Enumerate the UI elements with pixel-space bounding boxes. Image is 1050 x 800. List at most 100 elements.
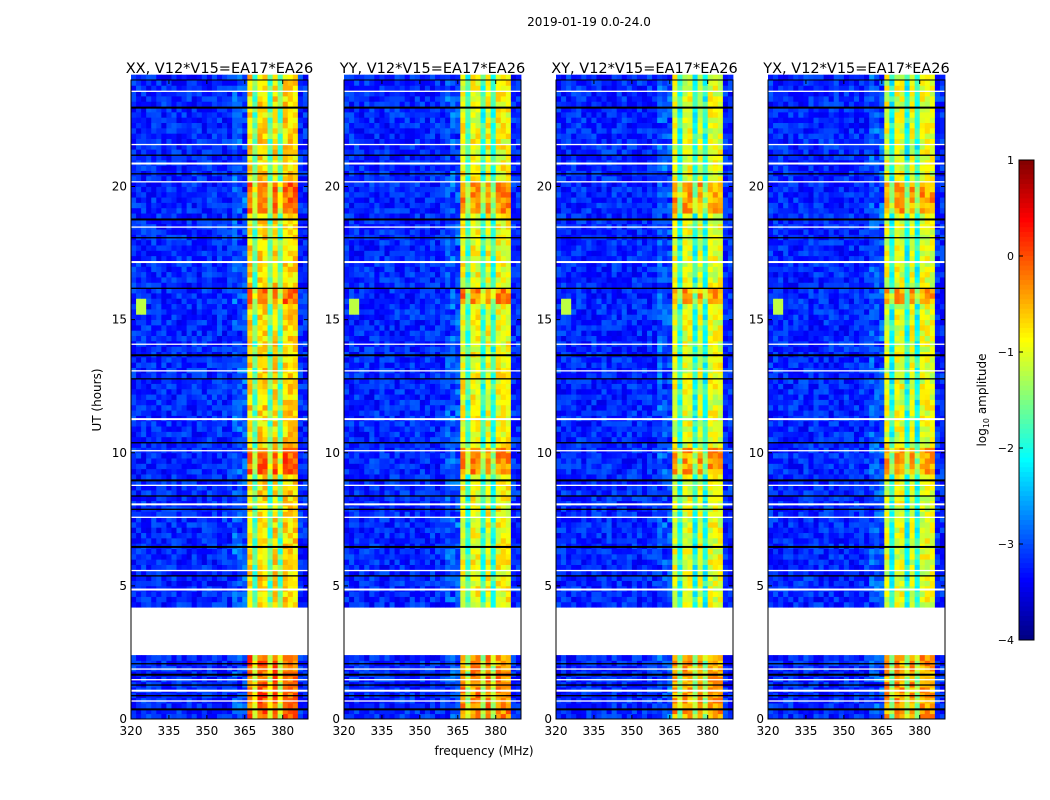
- heatmap-cell: [136, 85, 142, 92]
- heatmap-cell: [429, 703, 436, 709]
- heatmap-cell: [414, 553, 421, 560]
- heatmap-cell: [252, 527, 258, 534]
- heatmap-cell: [206, 601, 213, 608]
- heatmap-cell: [277, 404, 284, 411]
- heatmap-cell: [176, 154, 182, 161]
- heatmap-cell: [216, 708, 223, 715]
- heatmap-cell: [196, 319, 203, 326]
- heatmap-cell: [292, 713, 299, 720]
- heatmap-cell: [136, 516, 142, 523]
- heatmap-cell: [252, 90, 258, 97]
- heatmap-cell: [267, 202, 273, 209]
- heatmap-cell: [297, 548, 304, 555]
- heatmap-cell: [282, 532, 289, 539]
- heatmap-cell: [272, 127, 279, 134]
- heatmap-cell: [272, 484, 279, 491]
- heatmap-cell: [257, 335, 263, 342]
- heatmap-cell: [166, 314, 172, 321]
- plot-frame: [130, 79, 309, 720]
- heatmap-cell: [354, 708, 360, 715]
- heatmap-cell: [136, 404, 142, 411]
- heatmap-cell: [302, 149, 309, 155]
- heatmap-cell: [277, 106, 284, 113]
- heatmap-cell: [257, 250, 263, 257]
- heatmap-cell: [242, 74, 248, 81]
- heatmap-cell: [515, 580, 522, 587]
- heatmap-cell: [141, 356, 147, 363]
- heatmap-cell: [156, 436, 162, 443]
- heatmap-cell: [171, 521, 177, 528]
- heatmap-cell: [237, 537, 243, 544]
- heatmap-cell: [297, 410, 304, 416]
- heatmap-cell: [389, 575, 395, 581]
- flag-line: [131, 287, 308, 289]
- heatmap-cell: [176, 404, 182, 411]
- heatmap-cell: [277, 452, 284, 459]
- heatmap-cell: [227, 218, 233, 225]
- heatmap-cell: [440, 655, 446, 661]
- heatmap-cell: [302, 85, 309, 92]
- heatmap-cell: [272, 703, 279, 709]
- heatmap-cell: [136, 490, 142, 496]
- heatmap-cell: [282, 399, 289, 406]
- heatmap-cell: [257, 575, 263, 581]
- heatmap-cell: [166, 207, 172, 214]
- heatmap-cell: [181, 452, 188, 459]
- heatmap-cell: [151, 266, 157, 273]
- heatmap-cell: [500, 532, 507, 539]
- heatmap-cell: [211, 74, 218, 81]
- heatmap-cell: [232, 330, 238, 337]
- heatmap-cell: [232, 463, 238, 470]
- heatmap-cell: [222, 580, 228, 587]
- heatmap-cell: [146, 218, 152, 225]
- heatmap-cell: [505, 591, 512, 597]
- heatmap-cell: [389, 527, 395, 534]
- heatmap-cell: [206, 191, 213, 198]
- heatmap-cell: [206, 175, 213, 182]
- heatmap-cell: [302, 580, 309, 587]
- heatmap-cell: [166, 319, 172, 326]
- heatmap-cell: [379, 596, 385, 603]
- heatmap-cell: [141, 442, 147, 448]
- heatmap-cell: [445, 703, 451, 709]
- heatmap-cell: [287, 287, 294, 294]
- heatmap-cell: [465, 713, 471, 720]
- heatmap-cell: [404, 655, 411, 661]
- heatmap-cell: [186, 404, 193, 411]
- heatmap-cell: [282, 703, 289, 709]
- heatmap-cell: [435, 553, 441, 560]
- heatmap-cell: [394, 713, 401, 720]
- heatmap-cell: [287, 122, 294, 129]
- heatmap-cell: [141, 458, 147, 464]
- heatmap-cell: [404, 575, 411, 581]
- heatmap-cell: [292, 74, 299, 81]
- heatmap-cell: [267, 436, 273, 443]
- heatmap-cell: [242, 117, 248, 124]
- heatmap-cell: [151, 133, 157, 139]
- heatmap-cell: [232, 202, 238, 209]
- heatmap-cell: [131, 703, 137, 709]
- heatmap-cell: [176, 596, 182, 603]
- heatmap-cell: [277, 175, 284, 182]
- heatmap-cell: [146, 362, 152, 368]
- heatmap-cell: [277, 713, 284, 720]
- heatmap-cell: [186, 255, 193, 262]
- heatmap-cell: [196, 101, 203, 108]
- heatmap-cell: [257, 490, 263, 496]
- heatmap-cell: [272, 181, 279, 187]
- heatmap-cell: [470, 596, 476, 603]
- heatmap-cell: [419, 564, 426, 571]
- heatmap-cell: [297, 143, 304, 150]
- heatmap-cell: [232, 319, 238, 326]
- heatmap-cell: [237, 708, 243, 715]
- heatmap-cell: [141, 175, 147, 182]
- heatmap-cell: [222, 484, 228, 491]
- heatmap-cell: [176, 207, 182, 214]
- heatmap-cell: [227, 564, 233, 571]
- heatmap-cell: [136, 569, 142, 576]
- heatmap-cell: [191, 601, 198, 608]
- flag-line: [131, 354, 308, 357]
- heatmap-cell: [227, 569, 233, 576]
- heatmap-cell: [186, 553, 193, 560]
- heatmap-cell: [227, 442, 233, 448]
